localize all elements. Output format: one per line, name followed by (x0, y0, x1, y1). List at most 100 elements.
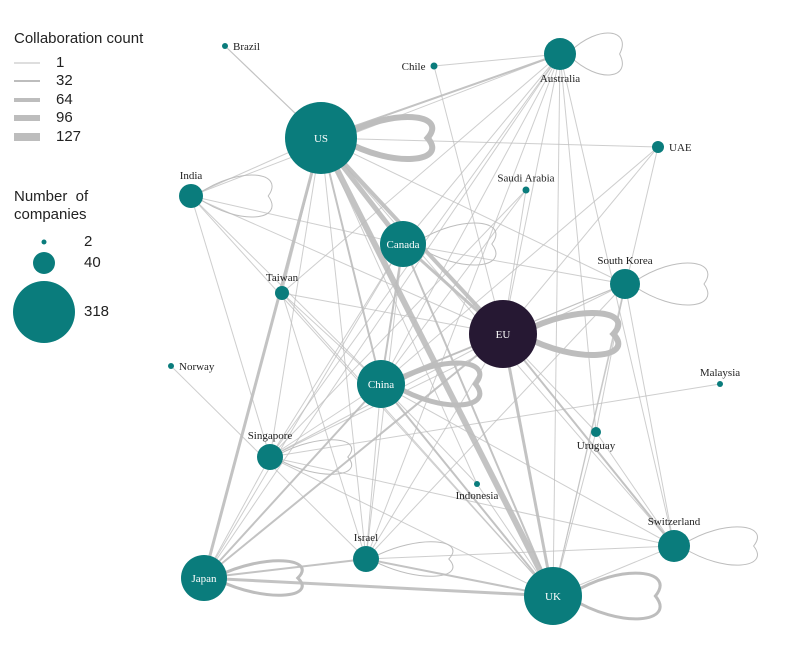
edge-legend-label-32: 32 (56, 72, 73, 89)
edge-canada-japan (203, 243, 404, 579)
node-legend-title-line1: Number of (14, 188, 89, 205)
edge-us-china (320, 137, 382, 385)
edge-legend-label-1: 1 (56, 54, 65, 71)
edge-japan-uk (203, 576, 554, 598)
edge-china-uk (380, 383, 554, 597)
self-loop-us (341, 113, 436, 163)
edge-israel-uk (365, 558, 554, 597)
edge-uruguay-switzerland (595, 431, 675, 547)
edge-taiwan-uk (281, 292, 554, 597)
edge-india-canada (190, 195, 404, 245)
node-label-chile: Chile (402, 61, 426, 73)
edge-australia-uk (552, 53, 561, 597)
edge-us-japan (202, 137, 323, 579)
edge-eu-japan (203, 333, 504, 579)
edge-southkorea-uruguay (595, 283, 626, 433)
self-loop-china (394, 360, 483, 408)
node-label-uae: UAE (669, 142, 692, 154)
node-eu (469, 300, 537, 368)
node-label-taiwan: Taiwan (266, 272, 299, 284)
node-brazil (222, 43, 228, 49)
node-indonesia (474, 481, 480, 487)
node-label-us: US (314, 133, 328, 145)
edge-taiwan-eu (281, 292, 504, 335)
node-norway (168, 363, 174, 369)
edge-malaysia-singapore (269, 383, 721, 458)
self-loop-india (197, 174, 273, 218)
edge-taiwan-israel (281, 292, 367, 560)
node-china (357, 360, 405, 408)
edge-legend-title: Collaboration count (14, 30, 144, 47)
edge-india-singapore (190, 195, 271, 458)
edge-uae-eu (502, 146, 659, 335)
node-southkorea (610, 269, 640, 299)
edge-china-switzerland (380, 383, 675, 547)
node-label-saudi: Saudi Arabia (497, 173, 554, 185)
node-legend-circle-318 (13, 281, 75, 343)
edge-southkorea-singapore (269, 283, 626, 458)
edge-us-uae (320, 137, 659, 148)
edge-us-southkorea (320, 137, 626, 285)
edge-saudi-china (380, 189, 527, 385)
edge-legend-label-127: 127 (56, 128, 82, 145)
self-loop-canada (416, 222, 497, 266)
nodes-group: Brazil Chile Australia US UAE India Saudi Arab… (168, 38, 740, 625)
edge-australia-eu (502, 53, 561, 335)
edge-australia-canada (402, 53, 561, 245)
self-loops-group (197, 32, 758, 621)
node-label-eu: EU (496, 329, 511, 341)
node-saudi (522, 186, 530, 194)
node-chile (430, 62, 438, 70)
edge-us-israel (320, 137, 367, 560)
node-legend-circle-2 (41, 239, 47, 245)
edge-southkorea-israel (365, 283, 626, 560)
edge-canada-southkorea (402, 243, 626, 285)
edge-eu-switzerland (502, 333, 675, 547)
node-singapore (257, 444, 283, 470)
edge-canada-uk (402, 243, 554, 597)
edge-us-indonesia (320, 137, 478, 485)
node-label-uk: UK (545, 591, 561, 603)
edge-switzerland-israel (365, 545, 675, 560)
edge-canada-singapore (269, 243, 404, 458)
edge-chile-australia (433, 53, 561, 67)
node-label-australia: Australia (540, 73, 580, 85)
node-label-switzerland: Switzerland (648, 516, 701, 528)
edge-singapore-switzerland (269, 456, 675, 547)
node-canada (380, 221, 426, 267)
edge-australia-japan (203, 53, 561, 579)
edge-australia-us (320, 53, 561, 139)
node-taiwan (275, 286, 289, 300)
edge-israel-japan (203, 558, 367, 579)
edge-us-singapore (269, 137, 322, 458)
node-uruguay (591, 427, 601, 437)
node-us (285, 102, 357, 174)
edge-india-eu (190, 195, 504, 335)
node-label-japan: Japan (191, 573, 217, 585)
node-label-southkorea: South Korea (597, 255, 652, 267)
node-switzerland (658, 530, 690, 562)
node-label-indonesia: Indonesia (456, 490, 499, 502)
node-legend-title-line2: companies (14, 206, 87, 223)
edge-australia-china (380, 53, 561, 385)
node-label-china: China (368, 379, 394, 391)
node-label-canada: Canada (387, 239, 420, 251)
edges-group (170, 45, 721, 598)
node-australia (544, 38, 576, 70)
node-legend-label-40: 40 (84, 254, 101, 271)
edge-legend-label-64: 64 (56, 91, 73, 108)
edge-australia-israel (365, 53, 561, 560)
self-loop-uk (569, 571, 662, 621)
edge-legend (14, 62, 40, 141)
edge-legend-label-96: 96 (56, 109, 73, 126)
edge-chile-eu (433, 65, 504, 335)
node-label-singapore: Singapore (248, 430, 293, 442)
node-label-india: India (180, 170, 203, 182)
edge-australia-taiwan (281, 53, 561, 294)
edge-uae-china (380, 146, 659, 385)
self-loop-australia (569, 32, 623, 76)
node-india (179, 184, 203, 208)
node-label-israel: Israel (354, 532, 378, 544)
self-loop-southkorea (633, 262, 709, 306)
